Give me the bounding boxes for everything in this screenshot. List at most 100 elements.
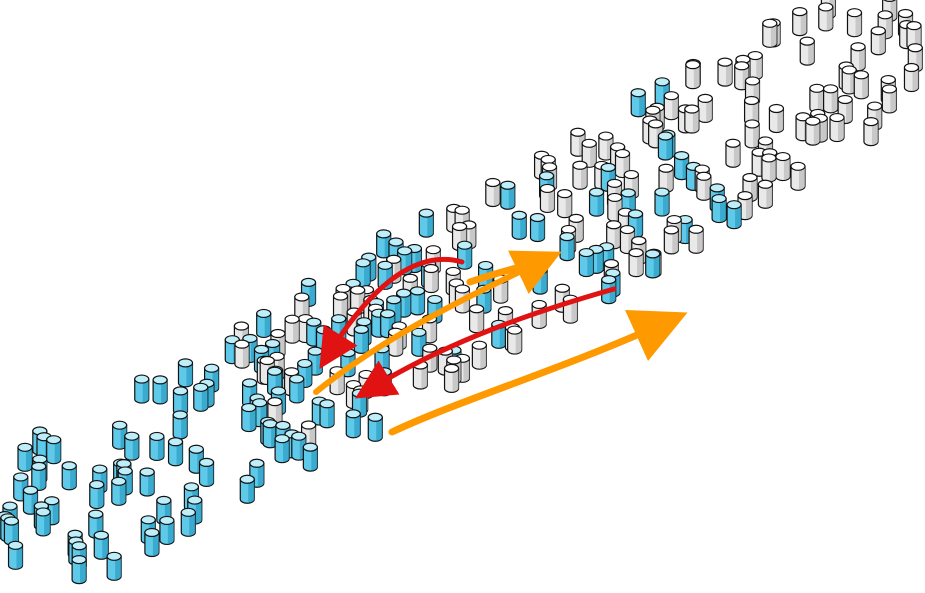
pedestrian-group-b [762,18,778,48]
pedestrian-group-a [588,187,605,217]
pedestrian-group-a [172,410,188,440]
pedestrian-group-b [823,84,839,114]
pedestrian-group-b [757,179,773,209]
pedestrian-group-a [177,358,194,388]
pedestrian-group-b [684,104,700,134]
pedestrian-group-b [870,26,886,56]
pedestrian-group-b [570,127,586,157]
pedestrian-group-b [234,339,250,369]
pedestrian-group-a [345,409,361,439]
pedestrian-group-b [332,291,349,321]
pedestrian-group-b [507,325,523,355]
pedestrian-group-a [645,249,661,279]
pedestrian-group-b [443,363,460,393]
pedestrian-group-a [500,180,516,210]
pedestrian-group-b [846,8,863,38]
pedestrian-group-a [93,530,109,560]
pedestrian-group-b [853,70,869,100]
pedestrian-group-b [790,161,806,191]
pedestrian-group-a [3,516,20,546]
flow-arrow-red-1 [319,256,465,369]
pedestrian-group-a [7,540,24,570]
pedestrian-group-b [805,116,821,146]
pedestrian-group-b [881,84,897,114]
pedestrian-group-a [149,431,165,462]
pedestrian-group-b [818,2,834,32]
pedestrian-group-a [241,402,257,433]
pedestrian-group-a [159,515,175,546]
pedestrian-group-b [284,314,300,344]
pedestrian-group-b [877,10,893,40]
pedestrian-group-a [35,507,51,537]
pedestrian-group-b [792,6,808,37]
pedestrian-group-b [775,151,791,182]
pedestrian-group-b [906,21,922,51]
pedestrian-group-b [809,83,825,113]
pedestrian-group-b [743,95,760,126]
pedestrian-group-b [907,43,923,73]
pedestrian-group-a [578,247,594,278]
pedestrian-group-a [511,210,527,240]
pedestrian-group-b [628,248,644,278]
pedestrian-group-a [124,431,140,461]
pedestrian-group-b [697,93,713,124]
pedestrian-group-a [61,461,77,491]
pedestrian-group-a [152,375,168,405]
pedestrian-group-a [134,374,150,404]
pedestrian-group-a [111,476,127,506]
pedestrian-group-b [688,224,704,254]
pedestrian-group-a [409,286,426,316]
pedestrian-group-a [106,551,122,581]
pedestrian-group-a [46,435,62,465]
pedestrian-group-b [658,163,674,193]
pedestrian-group-a [198,457,215,487]
pedestrian-group-b [863,116,879,147]
pedestrian-group-b [696,171,712,201]
pedestrian-group-a [274,434,290,464]
pedestrian-group-a [167,437,184,467]
pedestrian-group-b [423,263,439,294]
pedestrian-group-b [531,299,547,330]
pedestrian-group-b [717,57,733,87]
pedestrian-group-b [471,340,487,370]
pedestrian-group-b [725,138,741,168]
flow-arrow-orange-1 [313,250,562,395]
pedestrian-group-a [144,527,160,558]
pedestrian-group-b [663,91,679,121]
flow-arrows [313,250,688,436]
pedestrian-group-b [557,189,573,219]
pedestrian-group-b [768,103,785,134]
pedestrian-group-a [559,232,575,262]
pedestrian-group-a [256,308,272,339]
pedestrian-group-a [239,474,255,504]
pedestrian-group-b [829,112,845,143]
pedestrian-group-b [744,119,760,149]
pedestrian-group-a [319,399,335,429]
pedestrian-group-b [903,62,920,93]
pedestrian-group-a [139,467,155,497]
pedestrian-group-b [799,36,815,66]
pedestrian-group-a [71,554,87,585]
pedestrian-group-a [302,442,318,472]
pedestrian-group-b [685,60,701,90]
pedestrian-group-a [17,442,33,472]
pedestrian-group-b [539,183,556,214]
pedestrian-group-a [673,151,690,181]
pedestrian-group-b [485,177,501,208]
pedestrian-group-b [663,225,679,255]
pedestrian-group-b [451,221,468,252]
pedestrian-group-a [457,240,473,270]
flow-arrow-orange-2 [388,309,688,436]
pedestrian-group-a [193,382,209,412]
pedestrian-group-a [367,412,383,442]
pedestrian-group-b [761,153,777,183]
flow-arrow-red-2 [354,286,617,399]
pedestrian-group-b [581,138,597,168]
flow-arrow-orange-1-tail [466,258,544,286]
pedestrian-group-a [418,208,434,238]
pedestrian-group-a [711,193,727,224]
pedestrian-group-a [532,265,548,295]
pedestrian-group-b [468,304,485,334]
